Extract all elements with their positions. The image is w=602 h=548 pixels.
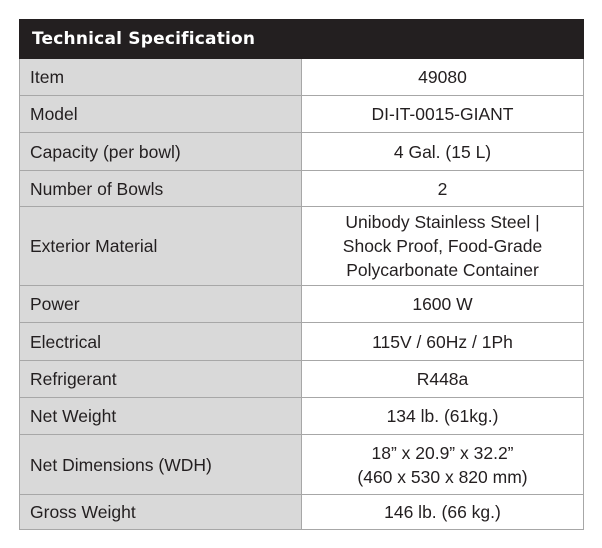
row-label: Item xyxy=(19,58,302,96)
row-label: Exterior Material xyxy=(19,206,302,286)
row-value: 49080 xyxy=(301,58,584,96)
row-label: Model xyxy=(19,95,302,133)
spec-table: Technical Specification Item 49080 Model… xyxy=(19,19,584,530)
table-row: Capacity (per bowl) 4 Gal. (15 L) xyxy=(19,132,584,171)
row-value: DI-IT-0015-GIANT xyxy=(301,95,584,133)
table-row: Power 1600 W xyxy=(19,285,584,323)
row-value: Unibody Stainless Steel | Shock Proof, F… xyxy=(301,206,584,286)
table-header-row: Technical Specification xyxy=(19,19,584,59)
table-row: Refrigerant R448a xyxy=(19,360,584,398)
row-value: 1600 W xyxy=(301,285,584,323)
row-value: 2 xyxy=(301,170,584,207)
table-row: Number of Bowls 2 xyxy=(19,170,584,207)
row-value: 18” x 20.9” x 32.2” (460 x 530 x 820 mm) xyxy=(301,434,584,495)
row-value: 134 lb. (61kg.) xyxy=(301,397,584,435)
row-label: Net Dimensions (WDH) xyxy=(19,434,302,495)
table-title: Technical Specification xyxy=(19,19,584,59)
row-label: Refrigerant xyxy=(19,360,302,398)
table-row: Item 49080 xyxy=(19,58,584,96)
row-label: Capacity (per bowl) xyxy=(19,132,302,171)
table-row: Exterior Material Unibody Stainless Stee… xyxy=(19,206,584,286)
row-value: R448a xyxy=(301,360,584,398)
row-label: Net Weight xyxy=(19,397,302,435)
table-row: Net Weight 134 lb. (61kg.) xyxy=(19,397,584,435)
table-row: Net Dimensions (WDH) 18” x 20.9” x 32.2”… xyxy=(19,434,584,495)
table-row: Model DI-IT-0015-GIANT xyxy=(19,95,584,133)
row-label: Gross Weight xyxy=(19,494,302,530)
table-row: Electrical 115V / 60Hz / 1Ph xyxy=(19,322,584,361)
row-value: 115V / 60Hz / 1Ph xyxy=(301,322,584,361)
row-value: 146 lb. (66 kg.) xyxy=(301,494,584,530)
row-value: 4 Gal. (15 L) xyxy=(301,132,584,171)
table-row: Gross Weight 146 lb. (66 kg.) xyxy=(19,494,584,530)
row-label: Power xyxy=(19,285,302,323)
row-label: Number of Bowls xyxy=(19,170,302,207)
row-label: Electrical xyxy=(19,322,302,361)
